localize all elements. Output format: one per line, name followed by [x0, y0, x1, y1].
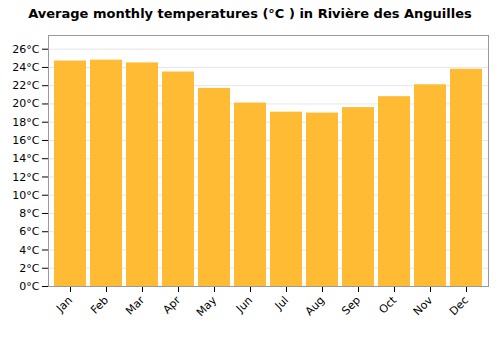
svg-text:Aug: Aug — [303, 294, 327, 318]
svg-text:16°C: 16°C — [12, 134, 39, 147]
svg-text:Feb: Feb — [88, 294, 111, 317]
svg-text:Oct: Oct — [376, 293, 399, 316]
svg-text:Jun: Jun — [233, 294, 255, 316]
svg-text:Nov: Nov — [411, 293, 436, 318]
svg-text:8°C: 8°C — [19, 207, 39, 220]
svg-text:Jan: Jan — [53, 294, 75, 316]
svg-text:Jul: Jul — [272, 294, 291, 313]
svg-text:20°C: 20°C — [12, 97, 39, 110]
svg-text:26°C: 26°C — [12, 43, 39, 56]
svg-text:Mar: Mar — [123, 293, 147, 317]
svg-text:4°C: 4°C — [19, 244, 39, 257]
svg-text:12°C: 12°C — [12, 170, 39, 183]
svg-text:0°C: 0°C — [19, 280, 39, 293]
svg-text:6°C: 6°C — [19, 225, 39, 238]
svg-text:24°C: 24°C — [12, 61, 39, 74]
svg-text:May: May — [194, 293, 220, 319]
svg-text:2°C: 2°C — [19, 262, 39, 275]
svg-text:14°C: 14°C — [12, 152, 39, 165]
svg-text:Apr: Apr — [160, 293, 183, 316]
svg-text:18°C: 18°C — [12, 116, 39, 129]
svg-text:Dec: Dec — [447, 294, 471, 318]
svg-text:22°C: 22°C — [12, 79, 39, 92]
html-text:Average monthly temperatures (: Average monthly temperatures (°C ) in Ri… — [28, 6, 472, 21]
svg-text:10°C: 10°C — [12, 189, 39, 202]
svg-text:Sep: Sep — [339, 294, 363, 318]
